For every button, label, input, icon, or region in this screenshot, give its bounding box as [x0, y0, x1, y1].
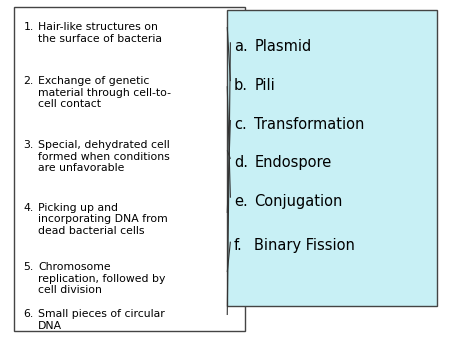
Text: e.: e.	[234, 194, 248, 209]
Text: 5.: 5.	[23, 262, 34, 272]
Text: Picking up and
incorporating DNA from
dead bacterial cells: Picking up and incorporating DNA from de…	[38, 203, 168, 236]
Text: Hair-like structures on
the surface of bacteria: Hair-like structures on the surface of b…	[38, 22, 162, 44]
Text: f.: f.	[234, 238, 243, 253]
Text: Plasmid: Plasmid	[254, 39, 311, 54]
Text: Conjugation: Conjugation	[254, 194, 342, 209]
Text: Binary Fission: Binary Fission	[254, 238, 355, 253]
Bar	[227, 10, 436, 306]
Text: Small pieces of circular
DNA: Small pieces of circular DNA	[38, 309, 165, 331]
Text: 4.: 4.	[23, 203, 34, 213]
Text: 6.: 6.	[23, 309, 34, 319]
Text: a.: a.	[234, 39, 248, 54]
Text: 3.: 3.	[23, 140, 34, 150]
Text: d.: d.	[234, 155, 248, 170]
Text: 2.: 2.	[23, 76, 34, 86]
Text: Special, dehydrated cell
formed when conditions
are unfavorable: Special, dehydrated cell formed when con…	[38, 140, 170, 173]
Text: c.: c.	[234, 117, 247, 131]
Text: Exchange of genetic
material through cell-to-
cell contact: Exchange of genetic material through cel…	[38, 76, 171, 109]
Text: Chromosome
replication, followed by
cell division: Chromosome replication, followed by cell…	[38, 262, 166, 295]
Text: Transformation: Transformation	[254, 117, 364, 131]
Text: b.: b.	[234, 78, 248, 93]
Text: Endospore: Endospore	[254, 155, 332, 170]
Text: 1.: 1.	[23, 22, 34, 32]
Bar	[14, 7, 245, 331]
Text: Pili: Pili	[254, 78, 275, 93]
